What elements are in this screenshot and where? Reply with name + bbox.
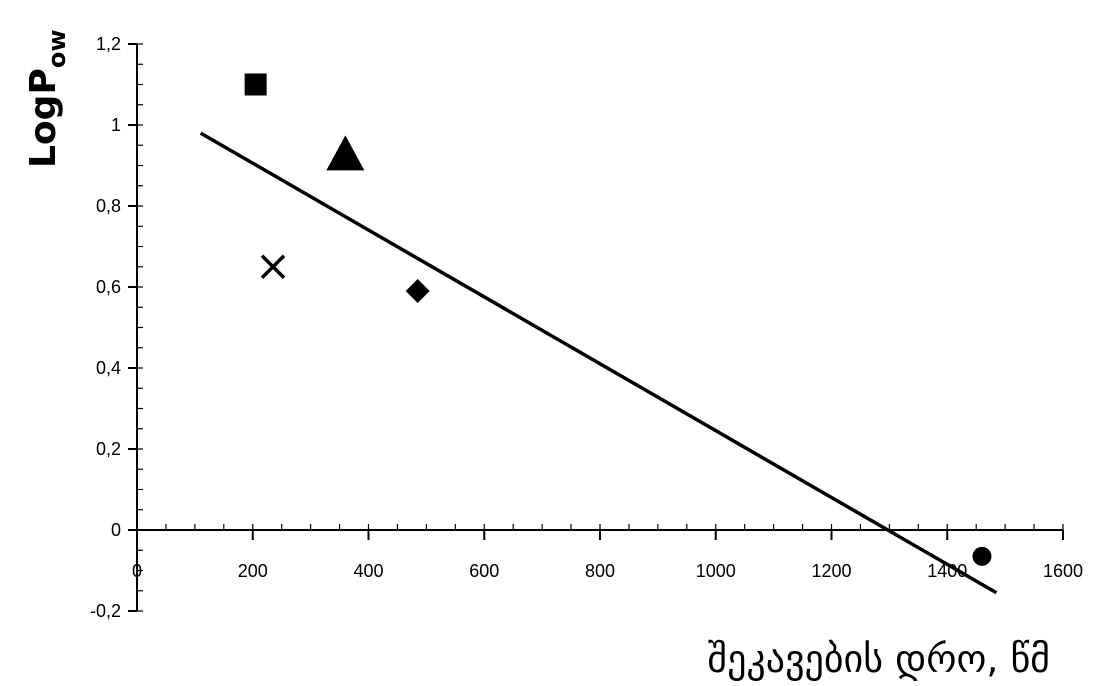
x-tick-label: 400 [353, 561, 383, 581]
x-tick-label: 1600 [1043, 561, 1083, 581]
y-axis-ticks: -0,2 0 0,2 0,4 0,6 0,8 1 1,2 [90, 34, 137, 621]
y-tick-label: 0,8 [96, 196, 121, 216]
data-point-circle [972, 546, 992, 566]
y-tick-label: 1 [111, 115, 121, 135]
x-tick-label: 0 [132, 561, 142, 581]
x-tick-label: 1200 [811, 561, 851, 581]
x-axis-ticks: 0 200 400 600 800 1000 1200 1400 1600 [132, 530, 1083, 581]
data-point-diamond [405, 279, 430, 304]
y-tick-label: 0 [111, 520, 121, 540]
x-tick-label: 600 [469, 561, 499, 581]
x-axis-title: შეკავების დრო, წმ [707, 637, 1050, 681]
x-tick-label: 200 [238, 561, 268, 581]
y-tick-label: 1,2 [96, 34, 121, 54]
y-tick-label: 0,4 [96, 358, 121, 378]
data-points [244, 73, 992, 566]
y-axis-title: LogPow [23, 30, 71, 169]
y-tick-label: 0,2 [96, 439, 121, 459]
data-point-triangle [326, 135, 365, 171]
data-point-cross [260, 254, 286, 279]
trendline [199, 131, 998, 595]
y-axis-title-subscript: ow [43, 30, 71, 69]
x-tick-label: 1000 [696, 561, 736, 581]
x-tick-label: 1400 [927, 561, 967, 581]
x-tick-label: 800 [585, 561, 615, 581]
data-point-square [244, 73, 267, 96]
y-axis-title-main: LogP [23, 68, 64, 168]
y-tick-label: -0,2 [90, 601, 121, 621]
y-tick-label: 0,6 [96, 277, 121, 297]
